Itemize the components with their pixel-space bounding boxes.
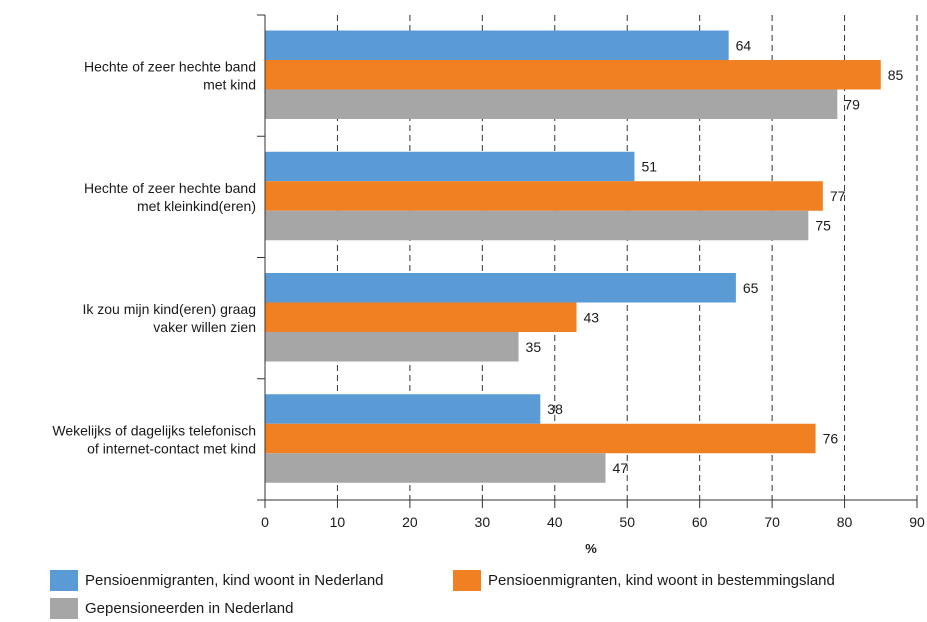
x-tick-label-30: 30 [475,514,491,530]
data-label-3-series-2: 43 [584,309,600,325]
legend: Pensioenmigranten, kind woont in Nederla… [0,568,927,622]
data-label-1-series-2: 85 [888,67,904,83]
legend-swatch-series-1 [50,570,78,591]
x-tick-label-80: 80 [837,514,853,530]
x-tick-label-10: 10 [330,514,346,530]
x-tick-label-20: 20 [402,514,418,530]
legend-item-series-2: Pensioenmigranten, kind woont in bestemm… [453,570,835,591]
bar-chart: 64 85 79 51 77 75 65 43 35 38 76 47 0 10 20 30 40 50 60 70 8… [52,14,925,556]
data-label-2-series-3: 75 [815,218,831,234]
bar-3-series-3 [265,332,519,362]
category-label-4-line-2: of internet-contact met kind [87,440,256,456]
legend-label-series-3: Gepensioneerden in Nederland [85,600,294,617]
bar-1-series-3 [265,89,838,119]
data-label-4-series-3: 47 [612,460,628,476]
x-tick-label-70: 70 [764,514,780,530]
legend-swatch-series-2 [453,570,481,591]
category-label-4-line-1: Wekelijks of dagelijks telefonisch [52,422,256,438]
legend-label-series-1: Pensioenmigranten, kind woont in Nederla… [85,572,384,589]
bar-3-series-1 [265,273,736,303]
x-tick-label-90: 90 [909,514,925,530]
bar-2-series-2 [265,181,823,211]
x-axis-label: % [585,541,597,556]
data-label-2-series-2: 77 [830,188,846,204]
category-label-2-line-1: Hechte of zeer hechte band [84,180,256,196]
data-label-4-series-2: 76 [823,431,839,447]
category-label-1-line-2: met kind [203,77,256,93]
bar-1-series-2 [265,60,881,90]
x-tick-label-0: 0 [261,514,269,530]
legend-item-series-1: Pensioenmigranten, kind woont in Nederla… [50,570,384,591]
bar-4-series-1 [265,394,541,424]
bar-3-series-2 [265,302,577,332]
x-tick-label-50: 50 [619,514,635,530]
category-label-2-line-2: met kleinkind(eren) [137,198,256,214]
bar-2-series-1 [265,151,635,182]
bar-1-series-1 [265,30,729,60]
category-label-3-line-1: Ik zou mijn kind(eren) graag [82,301,256,317]
data-label-1-series-3: 79 [844,96,860,112]
x-tick-label-60: 60 [692,514,708,530]
category-label-3-line-2: vaker willen zien [153,319,256,335]
legend-item-series-3: Gepensioneerden in Nederland [50,598,293,619]
category-label-1-line-1: Hechte of zeer hechte band [84,59,256,75]
data-label-2-series-1: 51 [641,159,657,175]
data-label-4-series-1: 38 [547,401,563,417]
bar-4-series-3 [265,453,606,483]
data-label-1-series-1: 64 [736,37,752,53]
data-label-3-series-3: 35 [526,339,542,355]
legend-label-series-2: Pensioenmigranten, kind woont in bestemm… [488,572,835,589]
x-tick-label-40: 40 [547,514,563,530]
bar-2-series-3 [265,210,809,241]
data-label-3-series-1: 65 [743,280,759,296]
legend-swatch-series-3 [50,598,78,619]
bar-4-series-2 [265,423,816,454]
